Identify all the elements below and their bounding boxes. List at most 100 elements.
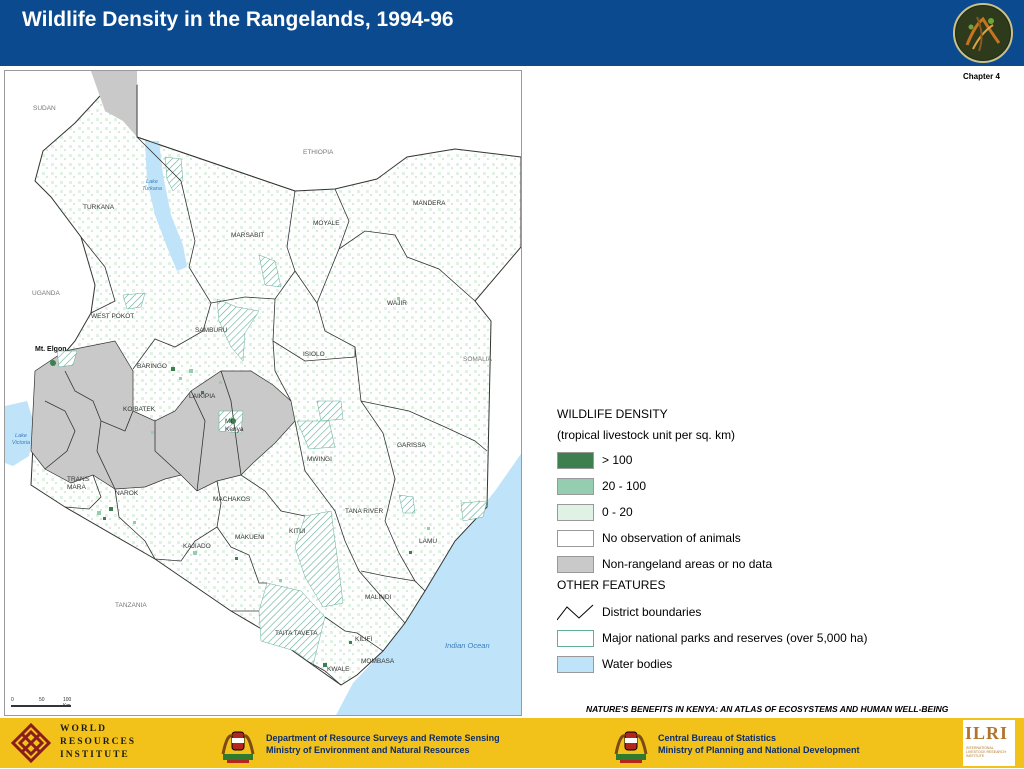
lake-victoria [5, 401, 35, 466]
scale-tick: 50 [39, 697, 45, 703]
legend-item: Water bodies [557, 651, 997, 677]
district-label: BARINGO [137, 363, 167, 370]
scale-line [11, 705, 71, 707]
district-label: WAJIR [387, 300, 407, 307]
mountain-marker-icon [50, 360, 56, 366]
district-label: MWINGI [307, 456, 332, 463]
district-label: TURKANA [83, 204, 115, 211]
park [460, 500, 488, 522]
district-label: TANA RIVER [345, 508, 384, 515]
wri-logo-icon [10, 722, 52, 764]
legend-item: 20 - 100 [557, 473, 997, 499]
dept-line: Ministry of Environment and Natural Reso… [266, 745, 470, 755]
dept-line: Department of Resource Surveys and Remot… [266, 733, 500, 743]
wri-name: WORLD RESOURCES INSTITUTE [60, 723, 136, 762]
district-label: KAJIADO [183, 543, 211, 550]
district-label: MARSABIT [231, 232, 265, 239]
coat-of-arms-icon [217, 724, 259, 764]
page-title: Wildlife Density in the Rangelands, 1994… [22, 8, 454, 31]
legend-item: 0 - 20 [557, 499, 997, 525]
scale-bar: 0 50 100 Km [11, 697, 77, 709]
ilri-sub-line: LIVESTOCK RESEARCH [966, 750, 1007, 754]
legend-swatch [557, 555, 594, 573]
dept-line: Ministry of Planning and National Develo… [658, 745, 860, 755]
district-label: LAMU [419, 538, 438, 545]
legend-item: Major national parks and reserves (over … [557, 625, 997, 651]
legend-swatch [557, 451, 594, 469]
country-label: SOMALIA [463, 356, 492, 363]
district-label: KOIBATEK [123, 406, 156, 413]
map: SUDAN ETHIOPIA UGANDA SOMALIA TANZANIA L… [4, 70, 522, 716]
wri-line: WORLD [60, 724, 107, 734]
legend-item: District boundaries [556, 599, 997, 625]
scale-tick: 100 Km [63, 697, 72, 709]
lake-turkana [145, 141, 187, 271]
legend-swatch [557, 629, 594, 647]
legend-label: 0 - 20 [602, 505, 633, 519]
legend-swatch [557, 529, 594, 547]
district-label: LAIKIPIA [189, 393, 216, 400]
dept-resource-surveys: Department of Resource Surveys and Remot… [266, 732, 500, 756]
district-label: KWALE [327, 666, 350, 673]
feature-label: Mt. Elgon [35, 346, 67, 353]
water-label: Lake Victoria [11, 433, 31, 446]
legend: WILDLIFE DENSITY (tropical livestock uni… [556, 405, 997, 677]
country-label: UGANDA [32, 290, 60, 297]
header-bar: Wildlife Density in the Rangelands, 1994… [0, 0, 1024, 66]
district-label: ISIOLO [303, 351, 325, 358]
ilri-subtitle: INTERNATIONAL LIVESTOCK RESEARCH INSTITU… [966, 746, 1014, 758]
ilri-name: ILRI [965, 723, 1009, 743]
wri-line: RESOURCES [60, 737, 137, 747]
map-svg [5, 71, 521, 715]
water-label: Lake Turkana [142, 179, 162, 192]
boundary-line-icon [556, 604, 594, 621]
legend-label: 20 - 100 [602, 479, 647, 493]
park [122, 292, 146, 310]
atlas-reference: NATURE'S BENEFITS IN KENYA: AN ATLAS OF … [586, 704, 949, 714]
district-label: MALINDI [365, 594, 392, 601]
legend-item: Non-rangeland areas or no data [557, 551, 997, 577]
park [216, 298, 260, 362]
district-label: GARISSA [397, 442, 426, 449]
legend-other-title: OTHER FEATURES [557, 578, 666, 592]
district-boundaries [44, 136, 488, 686]
legend-swatch [557, 503, 594, 521]
scale-tick: 0 [11, 697, 14, 703]
ocean-label: Indian Ocean [445, 641, 490, 650]
district-label: SAMBURU [195, 327, 228, 334]
chapter-label: Chapter 4 [963, 72, 1000, 81]
park [56, 350, 78, 368]
district-label: KITUI [289, 528, 306, 535]
legend-title: WILDLIFE DENSITY [557, 407, 668, 421]
district-label: KILIFI [355, 636, 373, 643]
district-label: NAROK [115, 490, 139, 497]
park [294, 510, 344, 608]
country-label: TANZANIA [115, 602, 147, 609]
ilri-logo: ILRI INTERNATIONAL LIVESTOCK RESEARCH IN… [963, 720, 1015, 766]
district-label: MOMBASA [361, 658, 395, 665]
park [316, 400, 344, 422]
legend-label: Major national parks and reserves (over … [602, 631, 868, 645]
ilri-sub-line: INSTITUTE [966, 754, 985, 758]
legend-item: > 100 [557, 447, 997, 473]
park [296, 420, 336, 450]
non-rangeland-highlands [30, 340, 296, 492]
district-label: MAKUENI [235, 534, 265, 541]
ilri-sub-line: INTERNATIONAL [966, 746, 994, 750]
legend-label: Non-rangeland areas or no data [602, 557, 773, 571]
dept-line: Central Bureau of Statistics [658, 733, 777, 743]
legend-swatch [557, 477, 594, 495]
park [258, 582, 326, 666]
district-label: MANDERA [413, 200, 446, 207]
footer-bar: WORLD RESOURCES INSTITUTE Department of … [0, 718, 1024, 768]
legend-swatch [557, 655, 594, 673]
district-label: TAITA TAVETA [275, 630, 318, 637]
district-label: TRANS MARA [67, 476, 90, 491]
district-label: WEST POKOT [91, 313, 135, 320]
country-label: ETHIOPIA [303, 149, 334, 156]
park [398, 494, 416, 514]
district-label: MOYALE [313, 220, 340, 227]
dept-statistics: Central Bureau of Statistics Ministry of… [658, 732, 860, 756]
park [258, 254, 282, 288]
country-label: SUDAN [33, 105, 56, 112]
